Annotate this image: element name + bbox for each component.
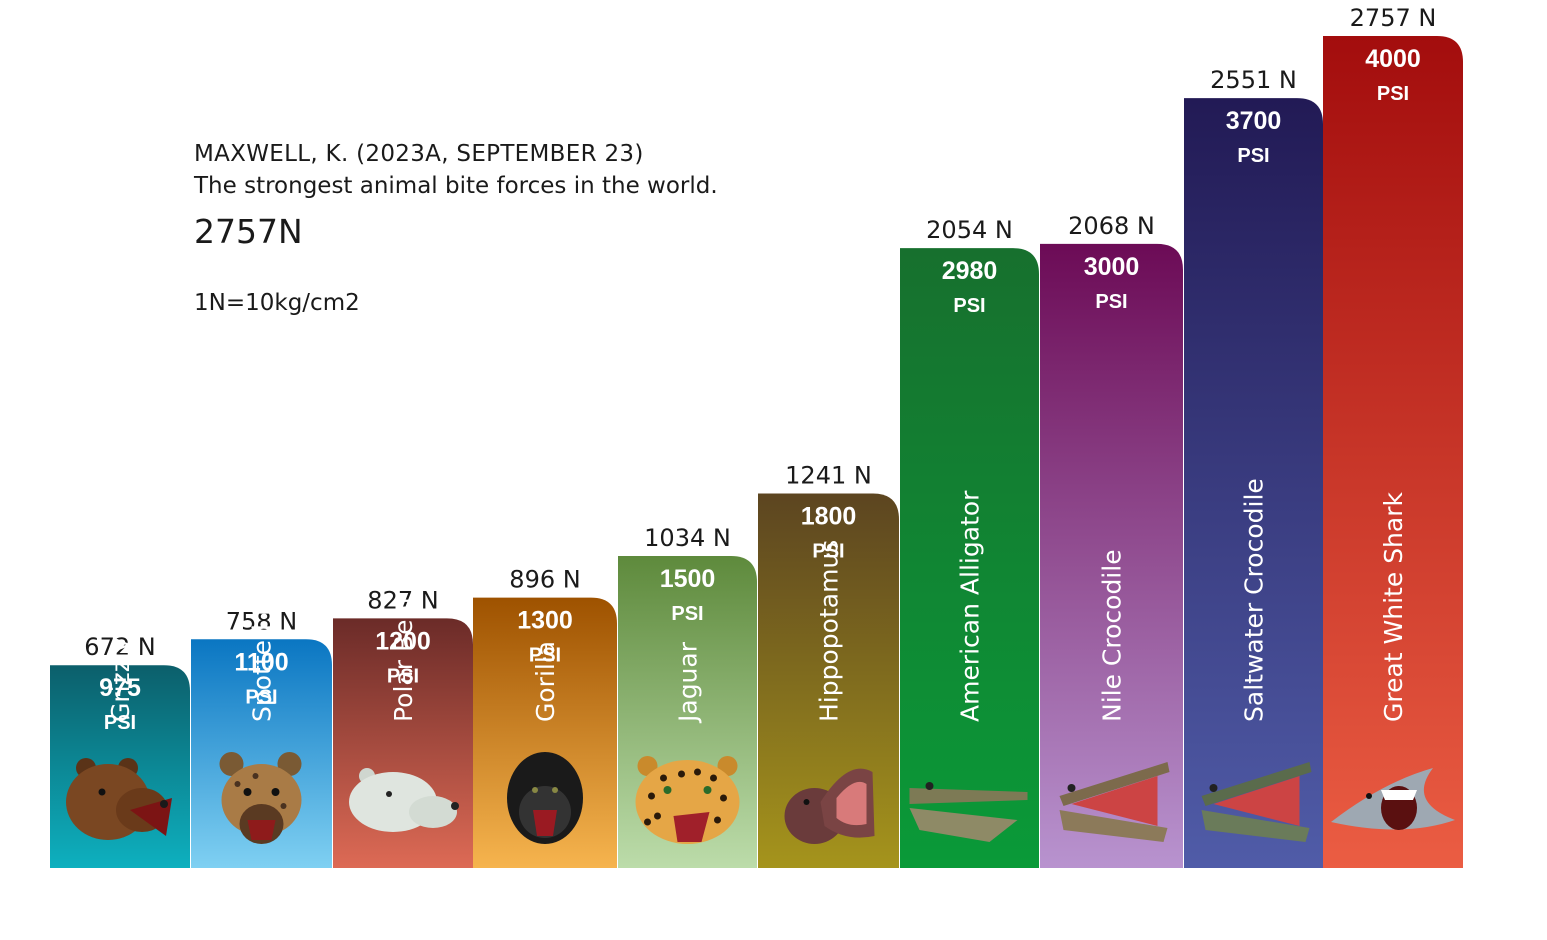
- value-label: 2551 N: [1210, 66, 1297, 94]
- psi-unit: PSI: [387, 665, 419, 687]
- psi-unit: PSI: [671, 603, 703, 625]
- psi-unit: PSI: [245, 686, 277, 708]
- value-label: 2068 N: [1068, 212, 1155, 240]
- psi-unit: PSI: [1237, 145, 1269, 167]
- value-label: 1034 N: [644, 524, 731, 552]
- category-label: American Alligator: [956, 490, 985, 722]
- bar-great-white-shark: [1323, 36, 1463, 868]
- psi-unit: PSI: [104, 712, 136, 734]
- polar-bear-head-icon: [349, 768, 459, 832]
- category-label: Polar Bear: [389, 593, 418, 722]
- value-label: 2054 N: [926, 216, 1013, 244]
- bar-american-alligator: [900, 248, 1039, 869]
- category-label: Spotted Hyena: [248, 536, 277, 722]
- shark-head-icon: [1331, 768, 1455, 830]
- bear-head-icon: [66, 758, 172, 840]
- value-label: 672 N: [84, 633, 155, 661]
- psi-value: 3700: [1226, 107, 1282, 135]
- psi-value: 1100: [234, 648, 288, 676]
- alligator-head-icon: [909, 782, 1028, 842]
- unit-conversion-note: 1N=10kg/cm2: [194, 290, 360, 316]
- psi-unit: PSI: [953, 295, 985, 317]
- category-label: Great White Shark: [1379, 491, 1408, 722]
- psi-value: 1300: [517, 607, 573, 635]
- psi-value: 3000: [1084, 253, 1140, 281]
- psi-unit: PSI: [1095, 291, 1127, 313]
- value-label: 758 N: [226, 607, 297, 635]
- bar-nile-crocodile: [1040, 243, 1183, 868]
- value-label: 827 N: [367, 586, 438, 614]
- psi-value: 4000: [1365, 45, 1421, 73]
- category-label: Saltwater Crocodile: [1240, 478, 1269, 722]
- jaguar-head-icon: [635, 756, 740, 844]
- citation-author: MAXWELL, K. (2023A, SEPTEMBER 23): [194, 141, 644, 167]
- bar-saltwater-crocodile: [1184, 98, 1323, 868]
- value-label: 2757 N: [1350, 4, 1437, 32]
- psi-unit: PSI: [1377, 83, 1409, 105]
- category-label: Grizzly Bear: [106, 571, 135, 722]
- category-label: Nile Crocodile: [1098, 549, 1127, 722]
- category-label: Gorilla: [531, 641, 560, 722]
- psi-value: 1200: [375, 627, 431, 655]
- hyena-head-icon: [219, 752, 302, 844]
- psi-value: 2980: [942, 257, 998, 285]
- psi-value: 1500: [660, 565, 716, 593]
- hippo-head-icon: [784, 768, 875, 844]
- psi-value: 1800: [801, 502, 857, 530]
- crocodile-head-icon: [1059, 762, 1170, 842]
- category-label: Hippopotamus: [815, 540, 844, 722]
- max-force-label: 2757N: [194, 212, 303, 251]
- psi-unit: PSI: [529, 645, 561, 667]
- citation-title: The strongest animal bite forces in the …: [194, 173, 718, 199]
- category-label: Jaguar: [674, 641, 703, 724]
- value-label: 1241 N: [785, 461, 872, 489]
- gorilla-head-icon: [507, 752, 583, 844]
- psi-unit: PSI: [812, 540, 844, 562]
- saltwater-crocodile-head-icon: [1201, 762, 1312, 842]
- value-label: 896 N: [509, 566, 580, 594]
- psi-value: 975: [99, 674, 141, 702]
